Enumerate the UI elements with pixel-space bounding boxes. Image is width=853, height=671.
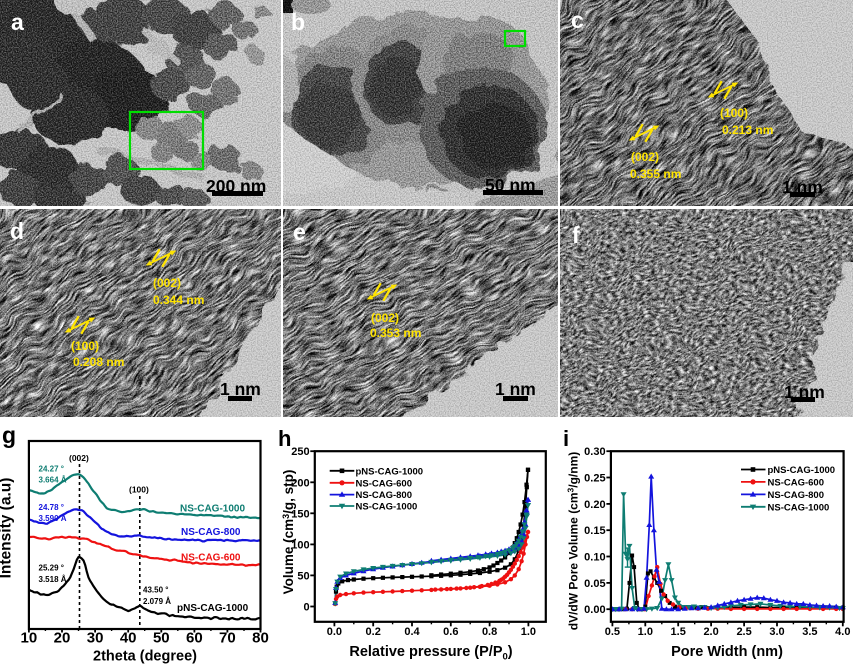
svg-text:(100): (100) — [129, 485, 149, 495]
svg-text:NS-CAG-1000: NS-CAG-1000 — [356, 502, 418, 513]
svg-text:0: 0 — [303, 602, 309, 614]
svg-text:250: 250 — [291, 446, 309, 458]
svg-text:40: 40 — [120, 630, 137, 647]
svg-text:50: 50 — [297, 570, 309, 582]
svg-text:NS-CAG-1000: NS-CAG-1000 — [180, 504, 245, 515]
svg-text:0.05: 0.05 — [584, 578, 605, 590]
svg-text:Volume (cm3/g, stp): Volume (cm3/g, stp) — [281, 470, 296, 595]
svg-text:2.079 Å: 2.079 Å — [143, 597, 171, 606]
svg-text:NS-CAG-600: NS-CAG-600 — [181, 553, 241, 564]
svg-text:0.344 nm: 0.344 nm — [153, 293, 204, 307]
svg-text:0.6: 0.6 — [443, 626, 458, 638]
svg-text:Relative pressure (P/P0): Relative pressure (P/P0) — [349, 644, 512, 663]
svg-text:24.78 °: 24.78 ° — [39, 503, 64, 512]
svg-text:0.30: 0.30 — [584, 446, 605, 458]
svg-text:43.50 °: 43.50 ° — [143, 586, 168, 595]
svg-text:3.5: 3.5 — [802, 626, 817, 638]
svg-text:1.0: 1.0 — [638, 626, 653, 638]
svg-text:(100): (100) — [71, 339, 99, 353]
svg-text:3.518 Å: 3.518 Å — [39, 575, 67, 584]
svg-text:0.25: 0.25 — [584, 473, 605, 485]
svg-text:10: 10 — [21, 630, 38, 647]
svg-text:0.00: 0.00 — [584, 604, 605, 616]
svg-text:pNS-CAG-1000: pNS-CAG-1000 — [177, 603, 249, 614]
svg-text:(002): (002) — [631, 150, 659, 164]
svg-text:1.0: 1.0 — [521, 626, 536, 638]
svg-text:30: 30 — [87, 630, 104, 647]
svg-text:25.29 °: 25.29 ° — [39, 564, 64, 573]
svg-text:(100): (100) — [720, 106, 748, 120]
svg-text:3.590 Å: 3.590 Å — [39, 514, 67, 523]
svg-text:Intensity (a.u): Intensity (a.u) — [0, 478, 15, 579]
svg-text:0.5: 0.5 — [605, 626, 620, 638]
svg-text:3.664 Å: 3.664 Å — [39, 476, 67, 485]
svg-text:0.353 nm: 0.353 nm — [370, 326, 421, 340]
svg-text:0.10: 0.10 — [584, 552, 605, 564]
svg-text:24.27 °: 24.27 ° — [39, 465, 64, 474]
svg-text:Pore Width (nm): Pore Width (nm) — [671, 644, 783, 660]
svg-text:0.213 nm: 0.213 nm — [722, 123, 773, 137]
svg-text:NS-CAG-1000: NS-CAG-1000 — [768, 502, 830, 513]
svg-text:NS-CAG-600: NS-CAG-600 — [768, 477, 825, 488]
svg-text:NS-CAG-800: NS-CAG-800 — [356, 490, 413, 501]
svg-text:0.355 nm: 0.355 nm — [630, 167, 681, 181]
svg-text:NS-CAG-800: NS-CAG-800 — [768, 490, 825, 501]
svg-text:1.5: 1.5 — [671, 626, 686, 638]
svg-text:2.0: 2.0 — [703, 626, 718, 638]
svg-text:200: 200 — [291, 477, 309, 489]
svg-text:80: 80 — [252, 630, 269, 647]
svg-text:0.20: 0.20 — [584, 499, 605, 511]
svg-text:2theta (degree): 2theta (degree) — [93, 649, 197, 665]
svg-text:(002): (002) — [371, 311, 399, 325]
svg-text:pNS-CAG-1000: pNS-CAG-1000 — [768, 465, 836, 476]
svg-text:50: 50 — [153, 630, 170, 647]
svg-text:20: 20 — [54, 630, 71, 647]
svg-text:100: 100 — [291, 539, 309, 551]
svg-text:2.5: 2.5 — [736, 626, 751, 638]
svg-text:0.4: 0.4 — [404, 626, 420, 638]
svg-text:150: 150 — [291, 508, 309, 520]
svg-text:NS-CAG-600: NS-CAG-600 — [356, 478, 413, 489]
svg-text:(002): (002) — [69, 453, 89, 463]
svg-text:dV/dW Pore Volume (cm3/g/nm): dV/dW Pore Volume (cm3/g/nm) — [566, 452, 581, 631]
svg-text:0.8: 0.8 — [482, 626, 497, 638]
svg-text:NS-CAG-800: NS-CAG-800 — [181, 527, 241, 538]
svg-text:60: 60 — [186, 630, 203, 647]
svg-text:70: 70 — [219, 630, 236, 647]
svg-text:(002): (002) — [153, 276, 181, 290]
svg-text:0.0: 0.0 — [327, 626, 342, 638]
svg-text:0.2: 0.2 — [366, 626, 381, 638]
svg-text:4.0: 4.0 — [835, 626, 850, 638]
svg-text:pNS-CAG-1000: pNS-CAG-1000 — [356, 466, 424, 477]
svg-text:3.0: 3.0 — [769, 626, 784, 638]
svg-text:0.15: 0.15 — [584, 525, 605, 537]
svg-text:0.208 nm: 0.208 nm — [73, 355, 124, 369]
